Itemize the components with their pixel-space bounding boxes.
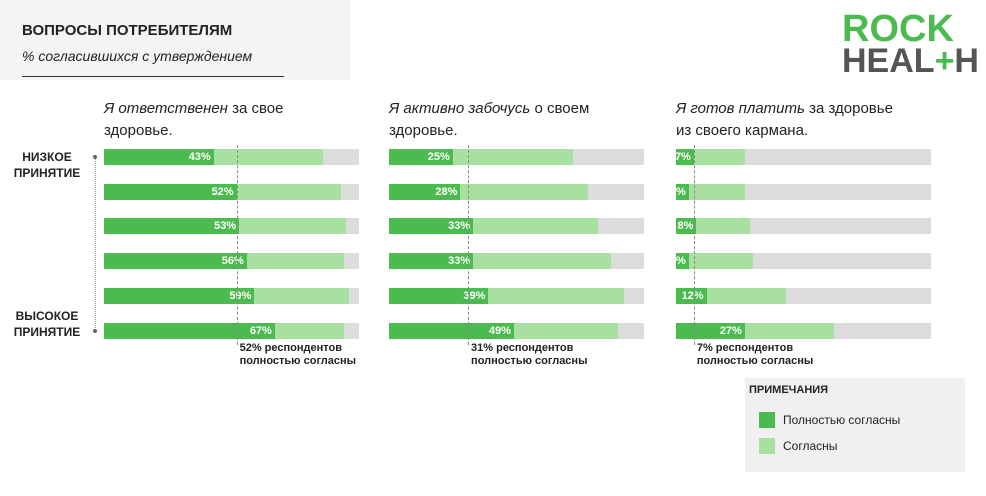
panel-title: Я готов платить за здоровье из своего ка… [676, 98, 911, 142]
axis-dot [93, 329, 97, 333]
title: ВОПРОСЫ ПОТРЕБИТЕЛЯМ [22, 22, 233, 39]
value-label: 53% [214, 220, 237, 232]
bar [274, 323, 344, 339]
row-label: ВЫСОКОЕ ПРИНЯТИЕ [13, 309, 81, 339]
value-label: 28% [435, 186, 458, 198]
title-part: за свое здоровье. [104, 100, 284, 139]
axis-dot [93, 155, 97, 159]
panel-title: Я активно забочусь о своем здоровье. [389, 98, 624, 142]
reference-label: 7% респондентов [696, 342, 794, 354]
legend-title: ПРИМЕЧАНИЯ [749, 384, 829, 396]
reference-label: 31% респондентов [471, 342, 574, 354]
logo-part: H [954, 42, 979, 80]
bar: 52% [104, 184, 237, 200]
underline [22, 76, 284, 77]
reference-label: 52% респондентов [239, 342, 342, 354]
bar: 5% [670, 253, 689, 269]
bar [452, 149, 573, 165]
value-label: 12% [681, 290, 704, 302]
value-label: 27% [719, 325, 742, 337]
value-label: 59% [229, 290, 252, 302]
legend-swatch [759, 412, 775, 428]
title-part: Я активно забочусь [389, 100, 531, 117]
legend: ПРИМЕЧАНИЯ Полностью согласны Согласны [745, 378, 965, 472]
reference-label: полностью согласны [471, 355, 588, 367]
title-part: за здоровье из своего кармана. [676, 100, 893, 139]
panel-title: Я ответственен за свое здоровье. [104, 98, 339, 142]
value-label: 8% [677, 220, 694, 232]
bar: 7% [674, 149, 694, 165]
bar: 49% [389, 323, 514, 339]
bar: 56% [104, 253, 247, 269]
value-label: 5% [669, 255, 686, 267]
bar [693, 149, 745, 165]
bar: 28% [389, 184, 461, 200]
bar: 33% [389, 218, 474, 234]
reference-line [693, 145, 695, 345]
bar: 12% [676, 288, 707, 304]
legend-swatch [759, 438, 775, 454]
bar [460, 184, 588, 200]
title-part: о своем здоровье. [389, 100, 590, 139]
reference-line [468, 145, 470, 345]
legend-label: Согласны [783, 439, 838, 453]
reference-line [236, 145, 238, 345]
logo-bottom: HEAL+H [842, 44, 979, 78]
bar: 53% [104, 218, 240, 234]
value-label: 7% [674, 151, 691, 163]
bar: 27% [676, 323, 745, 339]
bar: 39% [389, 288, 489, 304]
bar [688, 253, 753, 269]
subtitle: % согласившихся с утверждением [22, 48, 253, 64]
logo-plus: + [934, 42, 955, 80]
bar [696, 218, 750, 234]
value-label: 67% [249, 325, 272, 337]
bar [239, 218, 347, 234]
value-label: 49% [488, 325, 511, 337]
value-label: 52% [211, 186, 234, 198]
bar [254, 288, 349, 304]
title-part: Я ответственен [104, 100, 228, 117]
bar [488, 288, 624, 304]
bar: 25% [389, 149, 453, 165]
value-label: 33% [448, 255, 471, 267]
value-label: 39% [463, 290, 486, 302]
bar [473, 218, 599, 234]
bar: 67% [104, 323, 275, 339]
row-label: НИЗКОЕ ПРИНЯТИЕ [13, 150, 81, 180]
bar [473, 253, 611, 269]
value-label: 33% [448, 220, 471, 232]
legend-label: Полностью согласны [783, 413, 901, 427]
value-label: 56% [221, 255, 244, 267]
bar: 8% [676, 218, 697, 234]
value-label: 25% [427, 151, 450, 163]
bar [246, 253, 344, 269]
value-label: 43% [188, 151, 211, 163]
bar [513, 323, 619, 339]
reference-label: полностью согласны [239, 355, 357, 367]
bar [706, 288, 786, 304]
bar: 59% [104, 288, 255, 304]
value-label: 5% [669, 186, 686, 198]
reference-label: полностью согласны [696, 355, 814, 367]
bar: 5% [670, 184, 689, 200]
bar: 43% [104, 149, 214, 165]
bar: 33% [389, 253, 474, 269]
bar [744, 323, 835, 339]
header-bg [0, 0, 350, 80]
title-part: Я готов платить [676, 100, 805, 117]
axis-line [95, 157, 96, 332]
logo-part: HEAL [842, 42, 935, 80]
bar [213, 149, 324, 165]
bar [688, 184, 745, 200]
bar [236, 184, 342, 200]
logo-top: ROCK [842, 8, 954, 50]
